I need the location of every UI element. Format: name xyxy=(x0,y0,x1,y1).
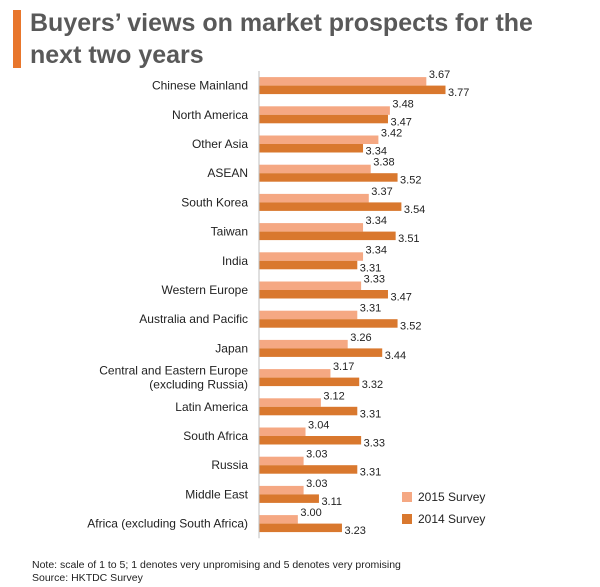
bar-2014 xyxy=(259,114,388,124)
data-label-2014: 3.31 xyxy=(360,467,381,479)
data-label-2014: 3.31 xyxy=(360,262,381,274)
bar-2014 xyxy=(259,319,398,328)
bar-2014 xyxy=(259,494,319,503)
bar-2015 xyxy=(259,106,390,115)
legend-swatch-2015 xyxy=(402,492,412,502)
bar-2014 xyxy=(259,348,383,357)
category-label: Japan xyxy=(215,341,248,355)
category-label: Middle East xyxy=(185,487,248,501)
title-accent-bar xyxy=(13,10,21,68)
bar-2015 xyxy=(259,515,298,524)
data-label-2014: 3.77 xyxy=(448,87,469,99)
data-label-2014: 3.51 xyxy=(398,233,419,245)
category-label: Central and Eastern Europe (excluding Rus… xyxy=(99,364,248,392)
category-label: South Africa xyxy=(183,429,248,443)
data-label-2015: 3.03 xyxy=(306,478,327,490)
data-label-2015: 3.67 xyxy=(429,69,450,81)
data-label-2015: 3.26 xyxy=(350,332,371,344)
data-label-2015: 3.48 xyxy=(392,98,413,110)
data-label-2015: 3.31 xyxy=(360,303,381,315)
bar-2015 xyxy=(259,456,304,466)
category-label: North America xyxy=(172,108,248,122)
data-label-2015: 3.38 xyxy=(373,157,394,169)
chart-footnote: Note: scale of 1 to 5; 1 denotes very un… xyxy=(32,559,401,585)
bar-2015 xyxy=(259,485,304,495)
category-label: ASEAN xyxy=(207,166,248,180)
bar-2014 xyxy=(259,144,364,153)
data-label-2014: 3.34 xyxy=(366,146,387,158)
category-label: Latin America xyxy=(175,400,248,414)
legend-label-2014: 2014 Survey xyxy=(418,512,486,526)
bar-2014 xyxy=(259,202,402,211)
note-text: Note: scale of 1 to 5; 1 denotes very un… xyxy=(32,559,401,571)
legend-swatch-2014 xyxy=(402,514,412,524)
data-label-2015: 3.33 xyxy=(364,274,385,286)
legend-item-2014: 2014 Survey xyxy=(402,508,485,530)
bar-2014 xyxy=(259,436,362,445)
bar-2015 xyxy=(259,252,364,261)
data-label-2014: 3.52 xyxy=(400,321,421,333)
source-text: Source: HKTDC Survey xyxy=(32,572,143,584)
bar-2014 xyxy=(259,406,358,416)
data-label-2014: 3.33 xyxy=(364,438,385,450)
legend-label-2015: 2015 Survey xyxy=(418,490,486,504)
data-label-2014: 3.23 xyxy=(344,525,365,537)
category-label: Western Europe xyxy=(162,283,249,297)
data-label-2014: 3.44 xyxy=(385,350,406,362)
data-label-2015: 3.17 xyxy=(333,361,354,373)
data-label-2015: 3.34 xyxy=(366,215,387,227)
legend-item-2015: 2015 Survey xyxy=(402,486,485,508)
bar-2014 xyxy=(259,523,342,533)
category-label: Taiwan xyxy=(211,225,248,239)
category-label: Chinese Mainland xyxy=(152,79,248,93)
data-label-2014: 3.31 xyxy=(360,408,381,420)
data-label-2014: 3.54 xyxy=(404,204,425,216)
bar-2014 xyxy=(259,231,396,241)
bar-2014 xyxy=(259,377,360,387)
data-label-2014: 3.32 xyxy=(362,379,383,391)
bar-2014 xyxy=(259,290,388,299)
bar-2015 xyxy=(259,369,331,378)
data-label-2014: 3.47 xyxy=(390,116,411,128)
data-label-2015: 3.03 xyxy=(306,449,327,461)
category-label: South Korea xyxy=(181,195,248,209)
data-label-2014: 3.11 xyxy=(321,496,342,508)
data-label-2015: 3.04 xyxy=(308,420,329,432)
bar-2015 xyxy=(259,77,427,86)
bar-2015 xyxy=(259,193,369,203)
bar-2015 xyxy=(259,427,306,436)
category-label: India xyxy=(222,254,248,268)
bar-2015 xyxy=(259,223,364,232)
data-label-2015: 3.00 xyxy=(300,507,321,519)
bar-2015 xyxy=(259,339,348,349)
data-label-2015: 3.37 xyxy=(371,186,392,198)
data-label-2014: 3.47 xyxy=(390,292,411,304)
chart-legend: 2015 Survey 2014 Survey xyxy=(402,486,485,530)
data-label-2015: 3.12 xyxy=(323,390,344,402)
category-label: Russia xyxy=(211,458,248,472)
bar-2015 xyxy=(259,281,362,290)
bar-2015 xyxy=(259,398,321,407)
data-label-2014: 3.52 xyxy=(400,175,421,187)
bar-2014 xyxy=(259,260,358,270)
bar-2015 xyxy=(259,164,371,174)
bar-2014 xyxy=(259,173,398,182)
data-label-2015: 3.34 xyxy=(366,244,387,256)
data-label-2015: 3.42 xyxy=(381,128,402,140)
category-label: Other Asia xyxy=(192,137,248,151)
bar-2015 xyxy=(259,135,379,144)
bar-2014 xyxy=(259,85,446,95)
bar-2015 xyxy=(259,310,358,320)
chart-title: Buyers’ views on market prospects for th… xyxy=(30,9,533,69)
category-label: Africa (excluding South Africa) xyxy=(87,517,248,531)
category-label: Australia and Pacific xyxy=(139,312,248,326)
bar-2014 xyxy=(259,465,358,474)
